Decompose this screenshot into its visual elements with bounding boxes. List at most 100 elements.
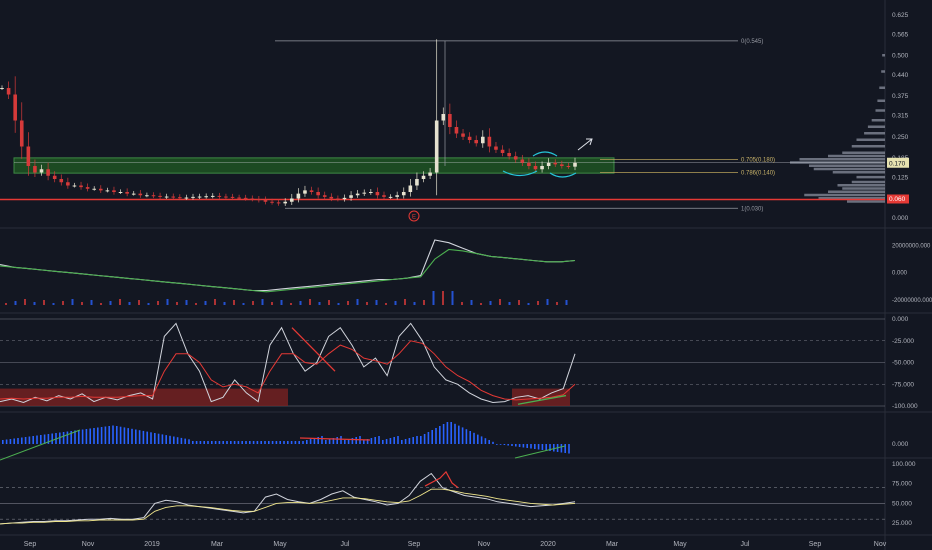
volume-profile-bar <box>837 184 885 187</box>
histogram-bar <box>499 444 502 445</box>
x-axis-label: Nov <box>478 541 491 548</box>
price-tick-label: 0.315 <box>892 113 909 120</box>
histogram-bar <box>442 424 445 444</box>
candle-body <box>553 162 558 165</box>
volume-bar <box>109 301 112 305</box>
volume-bar <box>375 300 378 305</box>
candle-body <box>210 195 215 197</box>
volume-bar <box>432 291 435 305</box>
histogram-bar <box>378 436 380 444</box>
histogram-bar <box>522 444 525 448</box>
candle-body <box>375 192 380 196</box>
histogram-bar <box>97 427 99 444</box>
volume-bar <box>423 300 425 305</box>
histogram-bar <box>43 434 46 444</box>
histogram-bar <box>446 422 449 444</box>
volume-bar <box>100 303 102 305</box>
candle-body <box>224 196 228 198</box>
candle-body <box>401 192 406 196</box>
candle-body <box>217 195 222 197</box>
histogram-bar <box>252 441 255 444</box>
histogram-bar <box>184 438 186 444</box>
volume-oscillator-panel[interactable] <box>0 239 576 305</box>
histogram-bar <box>541 444 544 450</box>
wr-tick-label: -100.000 <box>892 403 918 410</box>
oversold-zone <box>183 388 288 406</box>
histogram-bar <box>382 440 384 444</box>
candle-body <box>105 190 110 192</box>
oversold-zone <box>512 388 570 406</box>
histogram-bar <box>317 437 319 444</box>
candle-body <box>158 195 162 197</box>
candle-body <box>369 192 373 193</box>
histogram-bar <box>294 441 297 444</box>
fib-level-label: 0.786(0.140) <box>741 171 775 177</box>
williams-r-panel[interactable] <box>0 322 576 406</box>
histogram-bar <box>5 439 8 444</box>
candle-body <box>72 185 77 187</box>
histogram-bar <box>492 441 494 444</box>
histogram-bar <box>264 441 266 444</box>
divergence-line <box>291 327 336 372</box>
histogram-bar <box>233 441 236 444</box>
histogram-bar <box>131 428 133 444</box>
histogram-bar <box>176 437 179 444</box>
histogram-bar <box>496 444 498 445</box>
histogram-bar <box>85 429 88 444</box>
volume-profile-bar <box>842 151 885 154</box>
volume-bar <box>347 301 349 305</box>
volume-profile-bar <box>799 158 885 161</box>
candle-body <box>138 193 143 196</box>
fib-level-label: 1(0.030) <box>741 206 763 212</box>
histogram-bar <box>450 422 452 444</box>
candle-body <box>39 169 44 173</box>
volume-bar <box>565 300 568 305</box>
histogram-bar <box>222 441 224 444</box>
histogram-bar <box>47 434 50 444</box>
hist-trend-line <box>514 445 566 459</box>
candle-body <box>184 197 189 199</box>
volume-tick-label: -20000000.000 <box>892 298 932 304</box>
x-axis-label: Mar <box>606 541 619 548</box>
rsi-tick-label: 50.000 <box>892 500 912 507</box>
candle-body <box>342 197 347 200</box>
histogram-bar <box>165 435 167 444</box>
histogram-bar <box>89 428 91 444</box>
x-axis-label: May <box>273 541 287 548</box>
candle-body <box>270 201 274 203</box>
candle-body <box>322 195 327 197</box>
histogram-bar <box>408 438 411 444</box>
candle-body <box>85 187 90 189</box>
candle-body <box>243 197 248 199</box>
volume-bar <box>14 301 17 305</box>
volume-profile-bar <box>881 70 885 73</box>
price-tick-label: 0.375 <box>892 93 909 100</box>
x-axis-label: Mar <box>211 541 224 548</box>
histogram-bar <box>480 436 483 444</box>
candle-body <box>480 136 485 144</box>
candle-body <box>434 120 439 173</box>
price-tick-label: 0.500 <box>892 53 909 60</box>
histogram-bar <box>100 427 103 444</box>
histogram-bar <box>488 440 490 444</box>
histogram-bar <box>268 441 270 444</box>
x-axis-label: Jul <box>341 541 350 548</box>
volume-bar <box>451 291 454 305</box>
histogram-bar <box>526 444 528 448</box>
histogram-bar <box>283 441 285 444</box>
histogram-panel[interactable] <box>0 422 570 461</box>
histogram-bar <box>336 437 338 444</box>
candle-body <box>467 136 472 140</box>
histogram-bar <box>59 432 61 444</box>
candle-body <box>276 202 281 204</box>
histogram-bar <box>81 429 84 444</box>
volume-profile-bar <box>875 109 885 112</box>
volume-profile-bar <box>847 200 885 203</box>
candle-body <box>131 193 136 195</box>
candle-body <box>112 190 116 192</box>
rsi-panel[interactable] <box>0 470 576 525</box>
candle-body <box>454 127 459 134</box>
price-panel[interactable]: 0(0.545) 0.705(0.180) 0.786(0.140) 1(0.030)… <box>0 39 885 222</box>
volume-bar <box>223 302 226 305</box>
